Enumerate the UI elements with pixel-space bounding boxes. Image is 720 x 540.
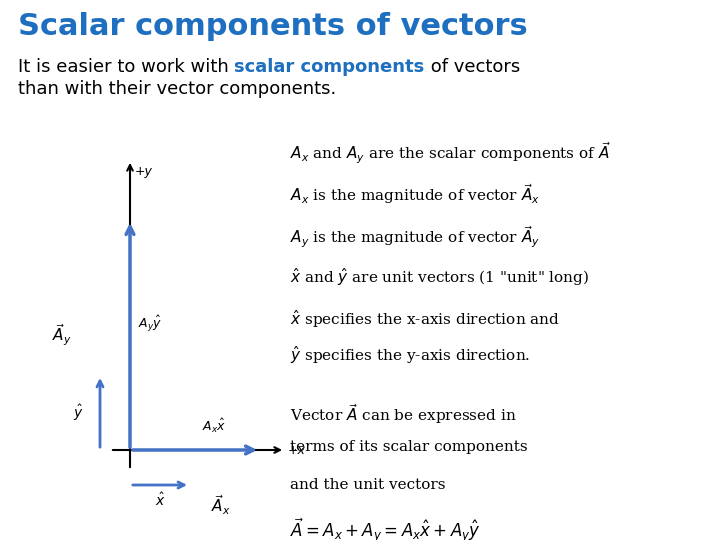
Text: Scalar components of vectors: Scalar components of vectors [18, 12, 528, 41]
Text: Vector $\vec{A}$ can be expressed in: Vector $\vec{A}$ can be expressed in [290, 402, 517, 426]
Text: $\hat{y}$: $\hat{y}$ [73, 402, 84, 423]
Text: scalar components: scalar components [235, 58, 425, 76]
Text: of vectors: of vectors [425, 58, 520, 76]
Text: +x: +x [288, 443, 306, 456]
Text: than with their vector components.: than with their vector components. [18, 80, 336, 98]
Text: $\hat{x}$ specifies the x-axis direction and: $\hat{x}$ specifies the x-axis direction… [290, 308, 560, 330]
Text: $A_y\hat{y}$: $A_y\hat{y}$ [138, 313, 162, 334]
Text: $A_x$ and $A_y$ are the scalar components of $\vec{A}$: $A_x$ and $A_y$ are the scalar component… [290, 140, 611, 166]
Text: $\hat{y}$ specifies the y-axis direction.: $\hat{y}$ specifies the y-axis direction… [290, 344, 530, 366]
Text: $\vec{A}_y$: $\vec{A}_y$ [52, 322, 72, 348]
Text: $A_x$ is the magnitude of vector $\vec{A}_x$: $A_x$ is the magnitude of vector $\vec{A… [290, 182, 540, 206]
Text: $\hat{x}$: $\hat{x}$ [155, 491, 166, 509]
Text: $\vec{A}_x$: $\vec{A}_x$ [211, 493, 231, 517]
Text: +y: +y [135, 165, 153, 178]
Text: terms of its scalar components: terms of its scalar components [290, 440, 528, 454]
Text: It is easier to work with: It is easier to work with [18, 58, 235, 76]
Text: $A_y$ is the magnitude of vector $\vec{A}_y$: $A_y$ is the magnitude of vector $\vec{A… [290, 224, 540, 249]
Text: $\vec{A} = A_x + A_y = A_x\hat{x} + A_y\hat{y}$: $\vec{A} = A_x + A_y = A_x\hat{x} + A_y\… [290, 516, 481, 540]
Text: and the unit vectors: and the unit vectors [290, 478, 446, 492]
Text: $A_x\hat{x}$: $A_x\hat{x}$ [202, 417, 227, 435]
Text: $\hat{x}$ and $\hat{y}$ are unit vectors (1 "unit" long): $\hat{x}$ and $\hat{y}$ are unit vectors… [290, 266, 589, 288]
